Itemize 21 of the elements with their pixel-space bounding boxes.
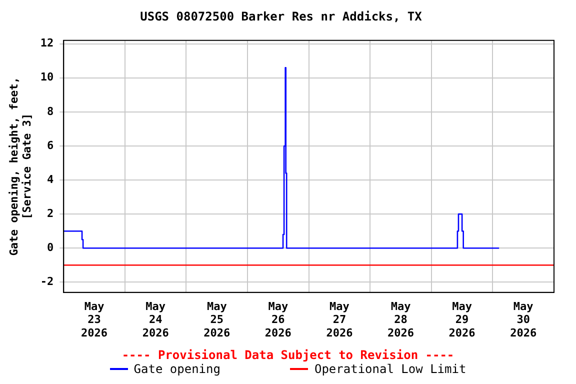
- y-tick-label: 4: [47, 172, 54, 186]
- y-tick-label: 0: [47, 240, 54, 254]
- x-tick-label: May 25 2026: [204, 300, 230, 340]
- x-tick-label: May 26 2026: [264, 300, 292, 340]
- x-tick-label: May 24 2026: [142, 300, 170, 340]
- x-tick-label: May 28 2026: [388, 300, 414, 340]
- y-tick-label: -2: [40, 275, 54, 288]
- chart-title: USGS 08072500 Barker Res nr Addicks, TX: [140, 9, 423, 24]
- x-tick-label: May 29 2026: [448, 300, 476, 340]
- y-tick-label: 2: [47, 206, 54, 220]
- y-tick-label: 10: [40, 70, 54, 84]
- text: ---- Provisional Data Subject to Revision ----: [120, 348, 456, 362]
- legend-label: Gate opening: [134, 362, 220, 376]
- x-tick-label: May 30 2026: [510, 300, 537, 340]
- y-tick-label: 8: [47, 104, 54, 118]
- y-tick-label: 6: [47, 138, 54, 152]
- x-tick-label: May 23 2026: [81, 300, 108, 340]
- legend-label: Operational Low Limit: [314, 362, 466, 376]
- y-tick-label: 12: [40, 36, 54, 50]
- x-tick-label: May 27 2026: [326, 300, 354, 340]
- y-axis-title: Gate opening, height, feet, [Service Gate 3]: [7, 76, 34, 256]
